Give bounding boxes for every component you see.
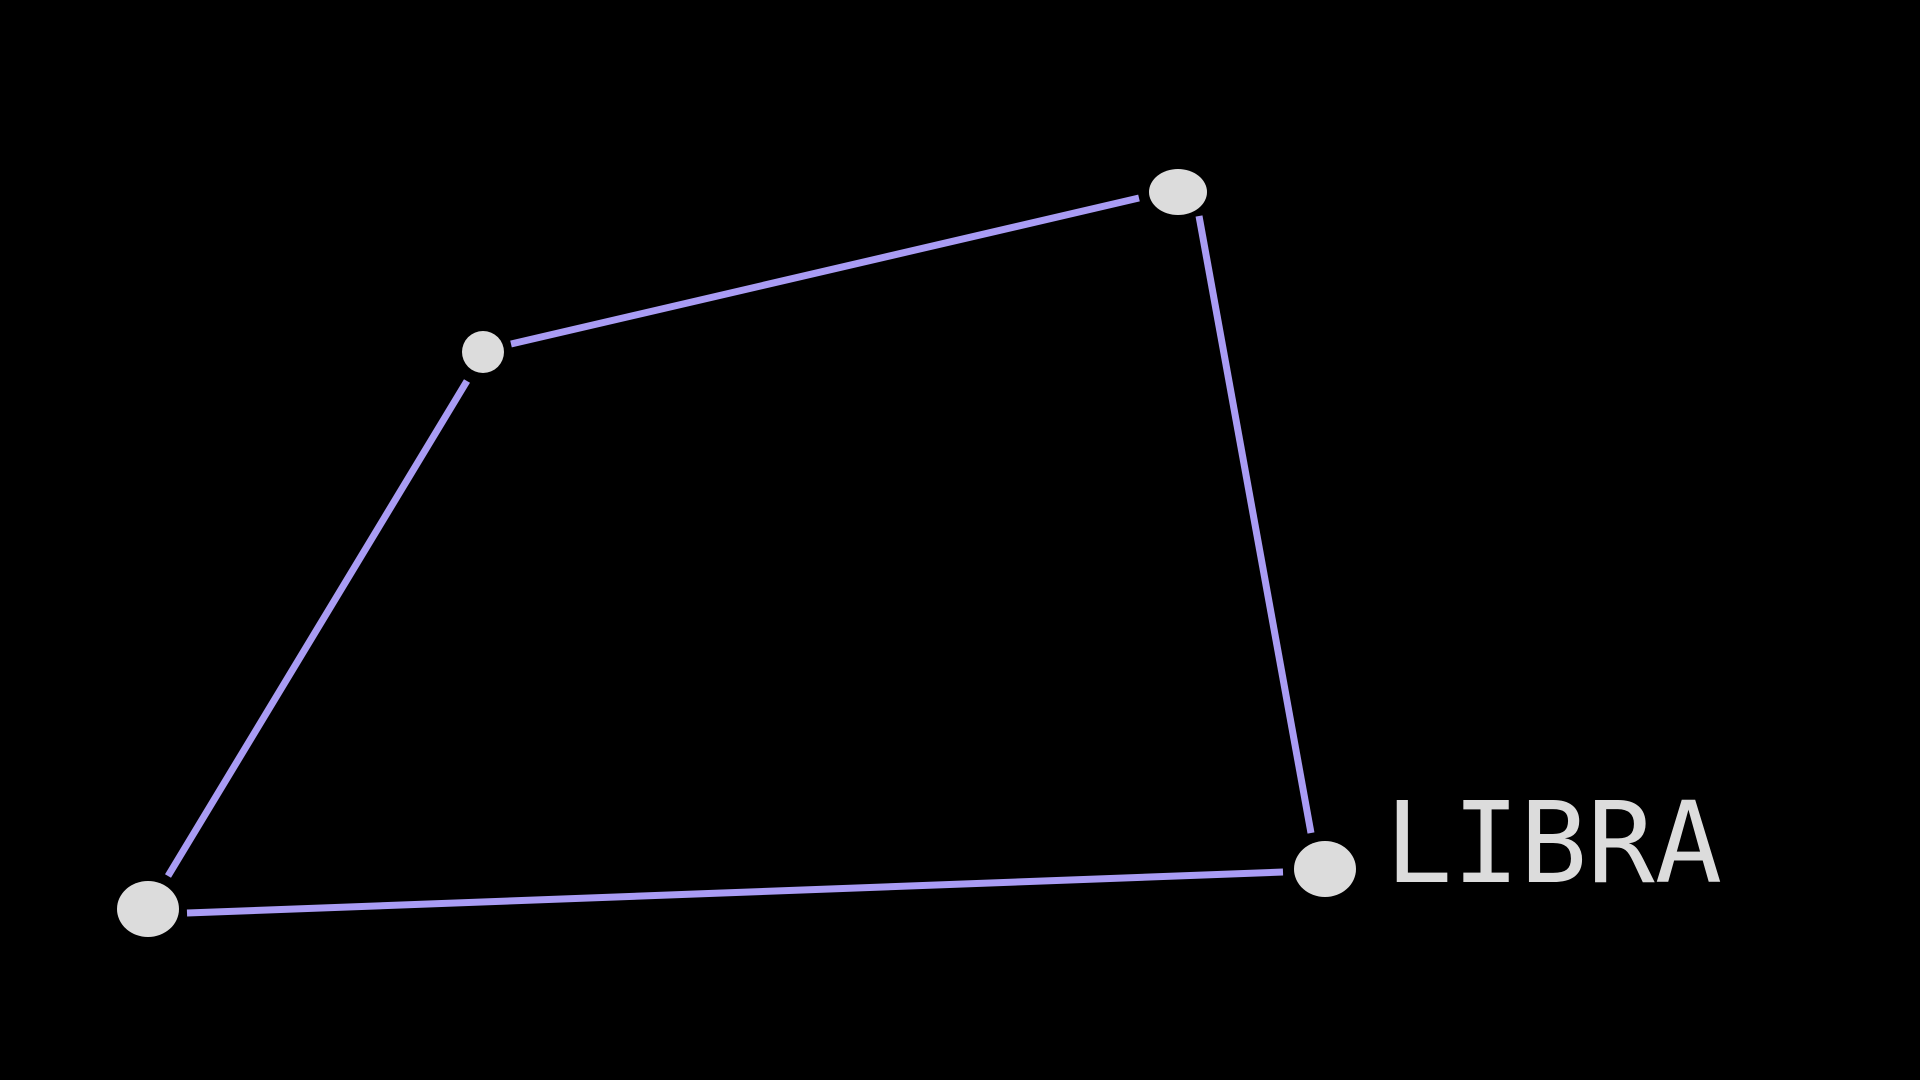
star-east <box>1294 841 1356 897</box>
star-northeast <box>1149 169 1207 215</box>
constellation-lines <box>165 194 1315 917</box>
constellation-name-label: LIBRA <box>1385 779 1722 909</box>
star-north <box>462 331 504 373</box>
line-star-northeast-to-star-east <box>1195 215 1315 834</box>
star-west <box>117 881 179 937</box>
constellation-stars <box>117 169 1356 937</box>
line-star-west-to-star-north <box>165 379 470 878</box>
line-star-north-to-star-northeast <box>510 194 1140 348</box>
line-star-east-to-star-west <box>186 868 1284 917</box>
